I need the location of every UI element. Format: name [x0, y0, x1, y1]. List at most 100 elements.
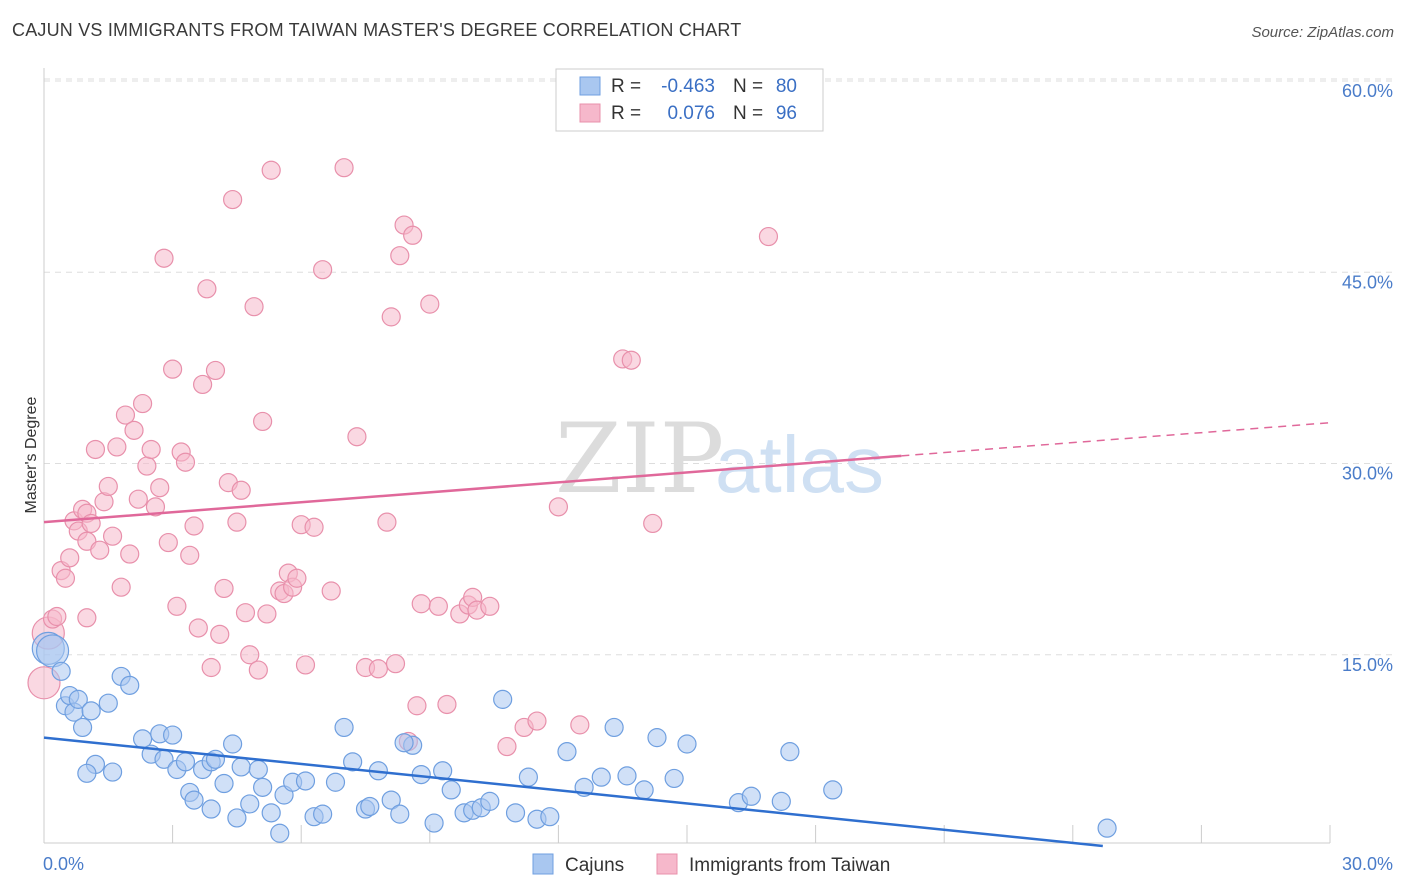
taiwan-point-95: [77, 608, 97, 628]
taiwan-point-62: [304, 517, 324, 537]
cajun-point-51: [433, 761, 453, 781]
taiwan-point-80: [437, 694, 457, 715]
taiwan-point-71: [385, 654, 406, 674]
taiwan-point-77: [411, 594, 431, 614]
taiwan-point-6: [60, 548, 80, 568]
cajun-point-37: [295, 771, 316, 791]
cajun-point-34: [270, 823, 290, 843]
bottom-legend-taiwan: Immigrants from Taiwan: [689, 855, 890, 876]
cajun-point-6: [68, 689, 88, 709]
taiwan-point-93: [643, 513, 663, 534]
cajun-point-30: [240, 794, 260, 814]
legend-r-value-pink: 0.076: [667, 103, 715, 124]
legend-n-label-pink: N =: [733, 103, 763, 124]
y-axis-label: Master's Degree: [23, 396, 40, 513]
taiwan-point-72: [390, 246, 410, 266]
taiwan-point-37: [188, 618, 208, 638]
taiwan-point-22: [124, 420, 144, 440]
cajun-point-66: [617, 766, 637, 786]
taiwan-point-43: [214, 578, 234, 599]
taiwan-point-54: [261, 160, 281, 180]
cajun-point-79: [77, 763, 97, 783]
cajun-point-56: [480, 791, 500, 811]
cajun-point-7: [72, 717, 93, 738]
taiwan-point-25: [137, 456, 157, 476]
taiwan-point-28: [150, 478, 170, 498]
trend-layer: [43, 421, 1331, 848]
taiwan-point-47: [231, 480, 251, 500]
taiwan-point-59: [287, 568, 307, 588]
cajun-point-39: [313, 804, 333, 824]
taiwan-point-65: [334, 158, 354, 178]
taiwan-point-40: [201, 657, 221, 678]
cajun-point-41: [334, 717, 354, 738]
taiwan-point-48: [235, 603, 256, 623]
taiwan-point-63: [313, 260, 333, 280]
cajun-point-78: [394, 733, 414, 753]
taiwan-point-35: [180, 545, 200, 565]
taiwan-point-66: [347, 427, 367, 447]
taiwan-point-75: [403, 225, 423, 245]
cajun-point-62: [557, 742, 577, 762]
legend-r-value-blue: -0.463: [661, 76, 715, 97]
taiwan-point-32: [167, 596, 187, 616]
cajun-point-1: [35, 634, 70, 668]
cajun-point-57: [493, 689, 513, 709]
cajun-point-40: [325, 772, 346, 792]
cajun-point-8: [81, 701, 101, 721]
cajun-point-69: [664, 768, 684, 789]
cajun-point-10: [98, 693, 118, 713]
taiwan-point-17: [102, 526, 123, 546]
bottom-legend-swatch-taiwan: [656, 853, 678, 875]
stats-legend: R = -0.463 N = 80 R = 0.076 N = 96: [555, 68, 824, 132]
taiwan-point-78: [420, 294, 440, 314]
taiwan-point-92: [621, 350, 641, 370]
x-tick-label-0: 0.0%: [43, 854, 84, 874]
cajun-point-64: [591, 767, 611, 787]
taiwan-point-90: [570, 715, 590, 735]
y-tick-label-3: 60.0%: [1342, 81, 1393, 101]
taiwan-point-86: [497, 736, 517, 757]
series-legend: Cajuns Immigrants from Taiwan: [532, 853, 890, 876]
cajun-point-25: [205, 749, 226, 769]
axes-layer: [43, 68, 1331, 844]
cajun-point-46: [381, 790, 401, 810]
taiwan-point-30: [158, 532, 178, 553]
cajun-point-50: [424, 813, 444, 833]
chart-title: CAJUN VS IMMIGRANTS FROM TAIWAN MASTER'S…: [12, 20, 742, 40]
taiwan-point-50: [244, 297, 264, 317]
ticks-layer: 15.0% 30.0% 45.0% 60.0% 0.0% 30.0%: [43, 81, 1393, 874]
cajun-point-26: [214, 773, 234, 794]
taiwan-point-0: [27, 666, 61, 700]
taiwan-point-39: [197, 279, 217, 299]
taiwan-point-79: [428, 596, 448, 616]
legend-r-label-pink: R =: [611, 103, 641, 124]
cajun-point-11: [102, 762, 123, 782]
taiwan-point-41: [205, 360, 226, 381]
points-layer: [27, 158, 1117, 843]
cajun-point-70: [677, 734, 697, 754]
taiwan-point-27: [145, 497, 166, 517]
cajun-trend-line: [43, 736, 1103, 848]
taiwan-point-26: [141, 439, 161, 460]
taiwan-point-24: [132, 393, 153, 414]
legend-r-label-blue: R =: [611, 76, 641, 97]
x-tick-label-1: 30.0%: [1342, 854, 1393, 874]
bottom-legend-swatch-cajuns: [532, 853, 554, 875]
cajun-point-76: [1097, 818, 1117, 838]
taiwan-point-36: [184, 516, 204, 536]
legend-swatch-pink: [579, 103, 601, 123]
taiwan-point-3: [47, 606, 67, 627]
cajun-point-61: [540, 807, 560, 827]
legend-n-value-pink: 96: [776, 103, 797, 124]
cajun-point-52: [441, 780, 461, 800]
taiwan-point-85: [480, 596, 500, 616]
taiwan-point-34: [175, 452, 196, 472]
cajun-point-20: [175, 752, 196, 772]
taiwan-point-42: [210, 624, 230, 644]
grid-layer: [44, 78, 1392, 656]
taiwan-point-88: [527, 711, 547, 731]
cajun-point-27: [223, 734, 243, 754]
cajun-point-65: [604, 717, 624, 738]
